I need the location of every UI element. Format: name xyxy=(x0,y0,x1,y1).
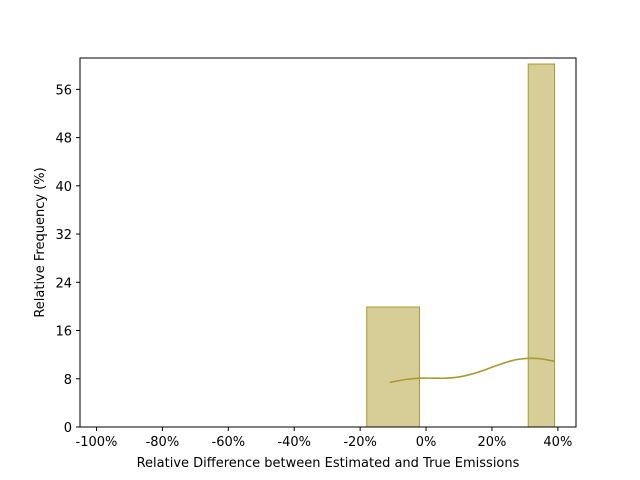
y-tick-label: 8 xyxy=(64,373,72,388)
kde-density-line xyxy=(389,357,555,384)
x-tick-label: 40% xyxy=(543,435,572,450)
x-tick-label: -20% xyxy=(343,435,377,450)
x-tick-label: -80% xyxy=(146,435,180,450)
kde-layer xyxy=(389,357,555,384)
y-tick-label: 56 xyxy=(55,83,72,98)
x-tick-label: -60% xyxy=(212,435,246,450)
y-tick-label: 0 xyxy=(64,421,72,436)
x-tick-label: -100% xyxy=(76,435,118,450)
x-tick-label: -40% xyxy=(277,435,311,450)
x-tick-label: 20% xyxy=(478,435,507,450)
x-tick-label: 0% xyxy=(416,435,437,450)
y-axis-ticks: 0 8 16 24 32 40 48 56 xyxy=(55,83,80,436)
y-tick-label: 16 xyxy=(55,325,72,340)
y-tick-label: 40 xyxy=(55,180,72,195)
x-axis-label: Relative Difference between Estimated an… xyxy=(137,456,520,471)
bars-layer xyxy=(366,63,556,428)
histogram-bar-2 xyxy=(527,63,556,428)
y-tick-label: 24 xyxy=(55,276,72,291)
histogram-bar-1 xyxy=(366,306,420,428)
y-axis-label: Relative Frequency (%) xyxy=(33,167,48,317)
plot-frame xyxy=(79,57,577,428)
x-axis-ticks: -100% -80% -60% -40% -20% 0% 20% 40% xyxy=(76,427,572,450)
y-tick-label: 48 xyxy=(55,132,72,147)
y-tick-label: 32 xyxy=(55,228,72,243)
